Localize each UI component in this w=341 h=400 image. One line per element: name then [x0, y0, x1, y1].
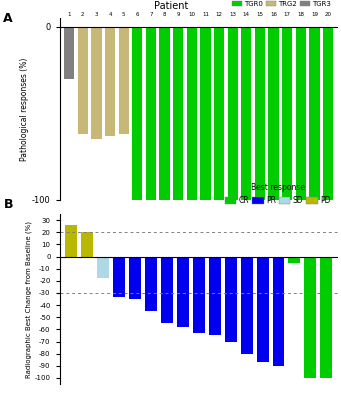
- Bar: [214, 27, 224, 200]
- Legend: TGR0, TRG2, TGR3: TGR0, TRG2, TGR3: [229, 0, 334, 10]
- Bar: [296, 27, 306, 200]
- Bar: [272, 256, 284, 366]
- Title: Patient: Patient: [154, 1, 188, 11]
- Bar: [78, 27, 88, 134]
- Bar: [321, 256, 332, 378]
- Bar: [282, 27, 292, 200]
- Legend: CR, PR, SD, PD: CR, PR, SD, PD: [222, 180, 334, 208]
- Bar: [161, 256, 173, 323]
- Bar: [255, 27, 265, 200]
- Y-axis label: Radiographic Best Change from Baseline (%): Radiographic Best Change from Baseline (…: [25, 220, 32, 378]
- Bar: [227, 27, 238, 200]
- Bar: [129, 256, 141, 299]
- Bar: [105, 27, 115, 136]
- Bar: [64, 27, 74, 79]
- Bar: [65, 225, 77, 256]
- Bar: [200, 27, 210, 200]
- Y-axis label: Pathological responses (%): Pathological responses (%): [20, 57, 29, 161]
- Bar: [209, 256, 221, 336]
- Bar: [225, 256, 237, 342]
- Bar: [91, 27, 102, 139]
- Bar: [268, 27, 279, 200]
- Bar: [119, 27, 129, 134]
- Bar: [309, 27, 320, 200]
- Bar: [288, 256, 300, 262]
- Bar: [187, 27, 197, 200]
- Bar: [241, 27, 251, 200]
- Bar: [132, 27, 143, 200]
- Bar: [323, 27, 333, 200]
- Bar: [145, 256, 157, 311]
- Bar: [160, 27, 170, 200]
- Bar: [256, 256, 268, 362]
- Bar: [240, 256, 253, 354]
- Bar: [193, 256, 205, 333]
- Text: B: B: [3, 198, 13, 211]
- Bar: [81, 232, 93, 256]
- Bar: [146, 27, 156, 200]
- Bar: [173, 27, 183, 200]
- Bar: [177, 256, 189, 327]
- Text: A: A: [3, 12, 13, 25]
- Bar: [113, 256, 125, 296]
- Bar: [97, 256, 109, 278]
- Bar: [305, 256, 316, 378]
